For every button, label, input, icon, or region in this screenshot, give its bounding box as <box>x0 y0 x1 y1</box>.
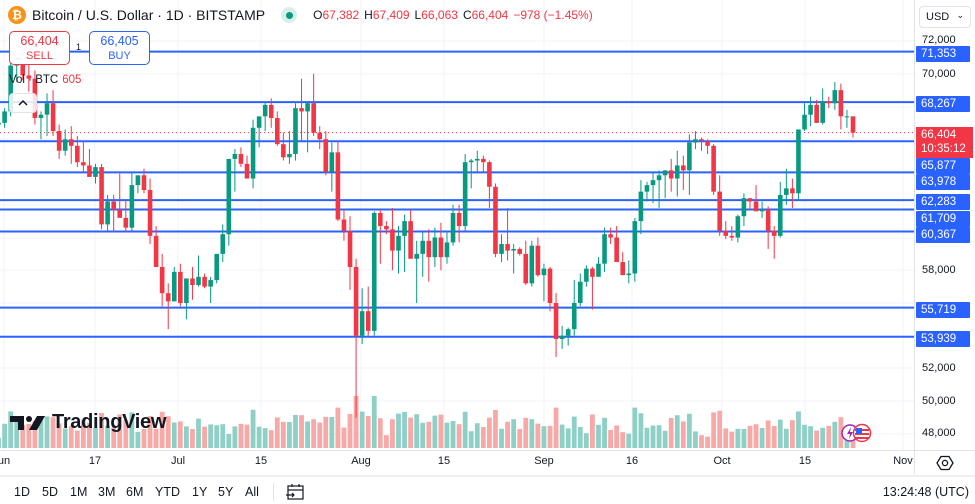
time-tick: Aug <box>351 455 371 467</box>
price-tick: 50,000 <box>922 395 956 407</box>
market-open-icon <box>281 7 298 23</box>
utc-clock[interactable]: 13:24:48 (UTC) <box>882 485 969 499</box>
event-markers[interactable] <box>841 423 875 443</box>
time-tick: 15 <box>437 455 451 467</box>
level-tag: 65,877 <box>916 158 970 174</box>
close-value: 66,404 <box>471 8 509 22</box>
currency-select[interactable]: USD ⌄ <box>919 6 971 28</box>
time-tick: un <box>0 455 11 467</box>
last-price-tag: 66,404 10:35:12 <box>916 127 973 158</box>
tradingview-mark-icon <box>10 415 45 430</box>
chart-canvas[interactable] <box>0 0 914 450</box>
chart-settings-button[interactable] <box>914 450 975 474</box>
collapse-legend-button[interactable] <box>9 93 37 113</box>
buy-label: BUY <box>108 50 131 62</box>
symbol-legend[interactable]: ₿ Bitcoin / U.S. Dollar · 1D · BITSTAMP … <box>8 6 593 24</box>
chevron-up-icon <box>18 99 28 106</box>
price-tick: 58,000 <box>922 264 956 276</box>
change-value: −978 (−1.45%) <box>513 8 593 22</box>
time-tick: Oct <box>713 455 731 467</box>
buy-button[interactable]: 66,405 BUY <box>89 31 150 65</box>
level-tag: 60,367 <box>916 227 970 243</box>
range-1y-button[interactable]: 1Y <box>192 485 208 499</box>
level-tag: 53,939 <box>916 331 970 347</box>
last-price-value: 66,404 <box>921 129 957 141</box>
symbol-title: Bitcoin / U.S. Dollar · 1D · BITSTAMP <box>32 7 266 23</box>
time-tick: 15 <box>798 455 812 467</box>
range-6m-button[interactable]: 6M <box>126 485 144 499</box>
currency-value: USD <box>926 11 950 23</box>
settings-hexagon-icon <box>936 455 954 470</box>
time-tick: 17 <box>88 455 102 467</box>
time-tick: Sep <box>534 455 554 467</box>
range-5y-button[interactable]: 5Y <box>218 485 234 499</box>
toolbar-divider <box>273 483 274 501</box>
range-3m-button[interactable]: 3M <box>98 485 116 499</box>
sell-button[interactable]: 66,404 SELL <box>9 31 70 65</box>
open-value: 67,382 <box>322 8 360 22</box>
bar-countdown: 10:35:12 <box>921 143 966 155</box>
time-tick: Nov <box>893 455 913 467</box>
time-tick: Jul <box>170 455 186 467</box>
level-tag: 55,719 <box>916 302 970 318</box>
high-value: 67,409 <box>372 8 410 22</box>
level-tag: 62,283 <box>916 194 970 210</box>
ohlc-values: O67,382 H67,409 L66,063 C66,404 −978 (−1… <box>313 8 593 22</box>
range-1d-button[interactable]: 1D <box>14 485 30 499</box>
price-tick: 72,000 <box>922 34 956 46</box>
range-1m-button[interactable]: 1M <box>70 485 88 499</box>
sell-price: 66,404 <box>20 34 59 48</box>
range-ytd-button[interactable]: YTD <box>155 485 180 499</box>
low-value: 66,063 <box>421 8 458 22</box>
chevron-down-icon: ⌄ <box>956 10 964 20</box>
range-5d-button[interactable]: 5D <box>42 485 58 499</box>
spread-value: 1 <box>76 42 82 52</box>
price-tick: 70,000 <box>922 68 956 80</box>
level-tag: 71,353 <box>916 46 970 62</box>
sell-label: SELL <box>26 50 53 62</box>
tradingview-logo[interactable]: TradingView <box>10 411 166 434</box>
bitcoin-logo-icon: ₿ <box>8 6 26 24</box>
tradingview-wordmark: TradingView <box>52 411 167 433</box>
bottom-toolbar: 1D 5D 1M 3M 6M YTD 1Y 5Y All 13:24:48 (U… <box>0 475 975 504</box>
volume-label: Vol · BTC <box>9 74 59 86</box>
time-axis[interactable]: un 17 Jul 15 Aug 15 Sep 16 Oct 15 Nov <box>0 450 914 474</box>
candlesticks <box>0 41 856 418</box>
level-tag: 63,978 <box>916 174 970 190</box>
level-tag: 61,709 <box>916 211 970 227</box>
horizontal-levels <box>0 50 914 338</box>
buy-price: 66,405 <box>100 34 139 48</box>
go-to-date-icon[interactable] <box>285 483 305 501</box>
volume-legend[interactable]: Vol · BTC 605 <box>9 74 81 86</box>
volume-bars <box>0 396 856 448</box>
price-tick: 48,000 <box>922 427 956 439</box>
range-all-button[interactable]: All <box>245 485 259 499</box>
volume-value: 605 <box>62 74 82 86</box>
time-tick: 16 <box>625 455 639 467</box>
level-tag: 68,267 <box>916 96 970 112</box>
time-tick: 15 <box>254 455 268 467</box>
price-tick: 52,000 <box>922 362 956 374</box>
